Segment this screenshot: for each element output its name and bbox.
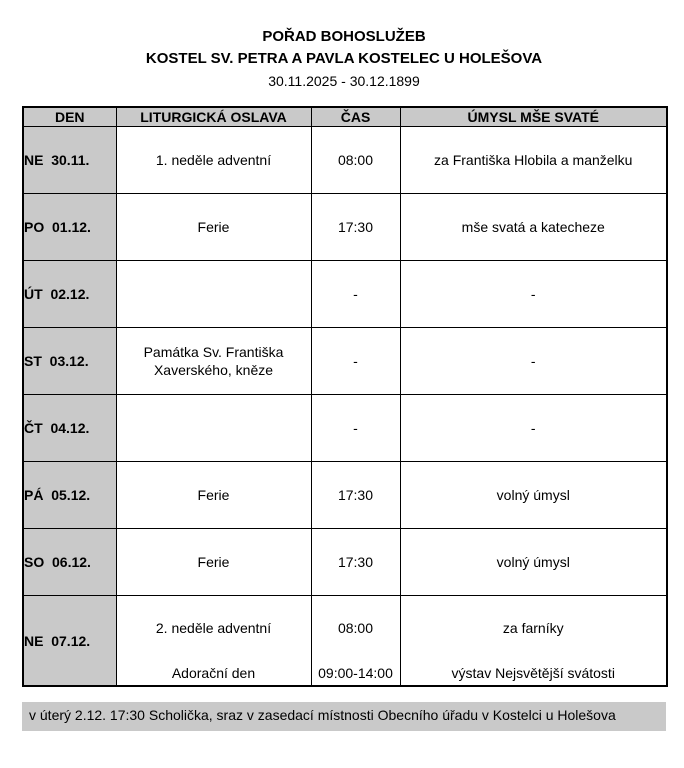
day-cell: ČT 04.12. [22, 394, 117, 462]
time-cell: 17:30 [310, 461, 401, 529]
time-line1: 08:00 [337, 620, 374, 636]
date-range: 30.11.2025 - 30.12.1899 [268, 73, 420, 89]
celebration-cell: Ferie [115, 193, 312, 261]
celebration-cell: Ferie [115, 461, 312, 529]
column-header-umysl: ÚMYSL MŠE SVATÉ [399, 106, 668, 127]
table-row: PO 01.12. Ferie 17:30 mše svatá a katech… [22, 193, 668, 261]
intention-cell: volný úmysl [399, 461, 668, 529]
table-row: NE 30.11. 1. neděle adventní 08:00 za Fr… [22, 126, 668, 194]
celebration-line1: 2. neděle adventní [155, 620, 272, 636]
intention-cell: - [399, 394, 668, 462]
celebration-cell: Památka Sv. Františka Xaverského, kněze [115, 327, 312, 395]
time-cell: 08:00 09:00-14:00 [310, 595, 401, 687]
time-cell: - [310, 260, 401, 328]
title-block: POŘAD BOHOSLUŽEB KOSTEL SV. PETRA A PAVL… [22, 26, 666, 92]
day-cell: NE 30.11. [22, 126, 117, 194]
time-cell: - [310, 327, 401, 395]
column-header-cas: ČAS [310, 106, 401, 127]
celebration-cell [115, 394, 312, 462]
table-row: ÚT 02.12. - - [22, 260, 668, 328]
celebration-stack: 2. neděle adventní Adorační den [117, 596, 310, 685]
day-cell: PÁ 05.12. [22, 461, 117, 529]
table-row: PÁ 05.12. Ferie 17:30 volný úmysl [22, 461, 668, 529]
celebration-line2: Adorační den [171, 665, 256, 681]
intention-cell: - [399, 260, 668, 328]
schedule-table: DEN LITURGICKÁ OSLAVA ČAS ÚMYSL MŠE SVAT… [22, 106, 668, 687]
time-cell: 17:30 [310, 193, 401, 261]
time-cell: 17:30 [310, 528, 401, 596]
page: POŘAD BOHOSLUŽEB KOSTEL SV. PETRA A PAVL… [22, 26, 668, 731]
intention-line2: výstav Nejsvětější svátosti [451, 665, 615, 681]
intention-cell: za farníky výstav Nejsvětější svátosti [399, 595, 668, 687]
day-cell: ST 03.12. [22, 327, 117, 395]
footer-note: v úterý 2.12. 17:30 Scholička, sraz v za… [22, 702, 666, 731]
celebration-cell: 2. neděle adventní Adorační den [115, 595, 312, 687]
day-cell: SO 06.12. [22, 528, 117, 596]
table-row: ČT 04.12. - - [22, 394, 668, 462]
table-row: SO 06.12. Ferie 17:30 volný úmysl [22, 528, 668, 596]
schedule-title: POŘAD BOHOSLUŽEB [262, 28, 426, 45]
time-line2: 09:00-14:00 [318, 665, 393, 681]
intention-cell: mše svatá a katecheze [399, 193, 668, 261]
celebration-cell: Ferie [115, 528, 312, 596]
time-cell: 08:00 [310, 126, 401, 194]
table-row: ST 03.12. Památka Sv. Františka Xaverské… [22, 327, 668, 395]
intention-line1: za farníky [502, 620, 564, 636]
day-cell: ÚT 02.12. [22, 260, 117, 328]
intention-cell: za Františka Hlobila a manželku [399, 126, 668, 194]
column-header-den: DEN [22, 106, 117, 127]
intention-cell: volný úmysl [399, 528, 668, 596]
church-name: KOSTEL SV. PETRA A PAVLA KOSTELEC U HOLE… [145, 50, 543, 67]
celebration-cell: 1. neděle adventní [115, 126, 312, 194]
intention-cell: - [399, 327, 668, 395]
day-cell: PO 01.12. [22, 193, 117, 261]
intention-stack: za farníky výstav Nejsvětější svátosti [401, 596, 666, 685]
column-header-liturgicka-oslava: LITURGICKÁ OSLAVA [115, 106, 312, 127]
header-row: DEN LITURGICKÁ OSLAVA ČAS ÚMYSL MŠE SVAT… [22, 106, 668, 127]
day-cell: NE 07.12. [22, 595, 117, 687]
time-cell: - [310, 394, 401, 462]
time-stack: 08:00 09:00-14:00 [312, 596, 399, 685]
celebration-cell [115, 260, 312, 328]
table-row: NE 07.12. 2. neděle adventní Adorační de… [22, 595, 668, 687]
